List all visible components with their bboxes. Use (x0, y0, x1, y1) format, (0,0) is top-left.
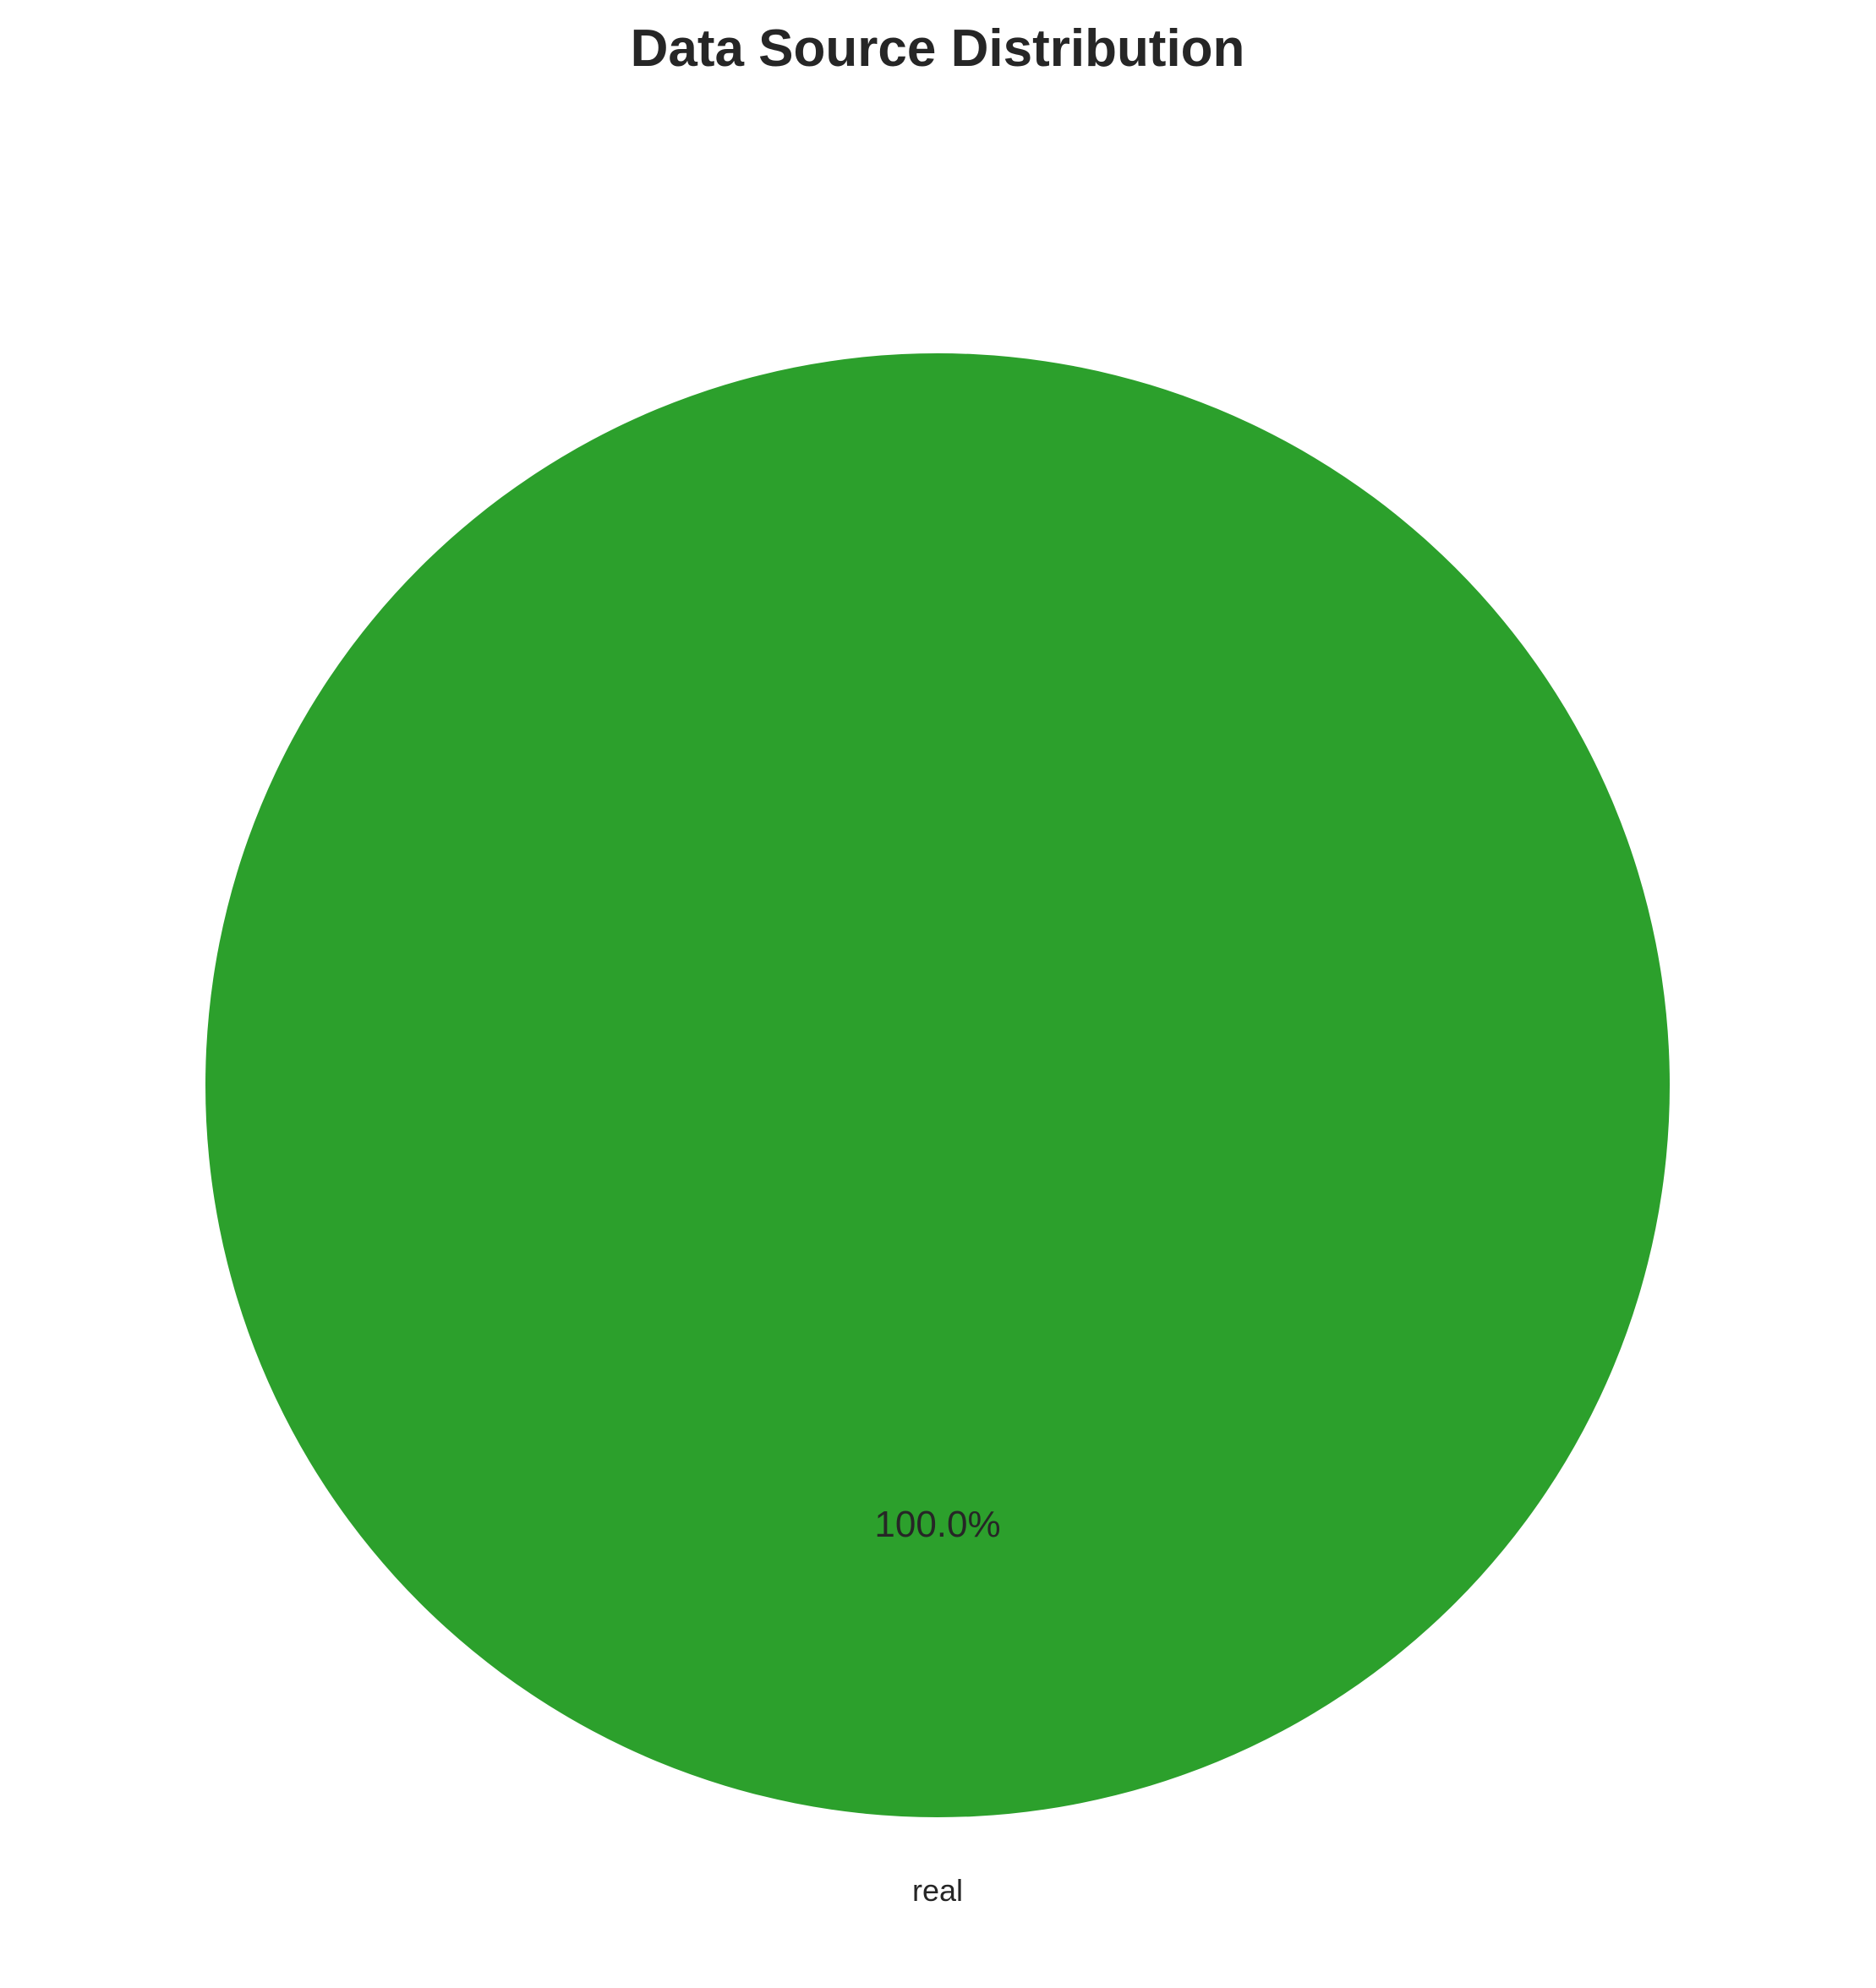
chart-title: Data Source Distribution (631, 19, 1245, 78)
pie-labels: 100.0% real (874, 1504, 1000, 1908)
pie-slice-real (205, 353, 1670, 1817)
pie-percent-label: 100.0% (874, 1504, 1000, 1545)
pie-category-label: real (912, 1873, 963, 1908)
pie-slices (205, 353, 1670, 1817)
